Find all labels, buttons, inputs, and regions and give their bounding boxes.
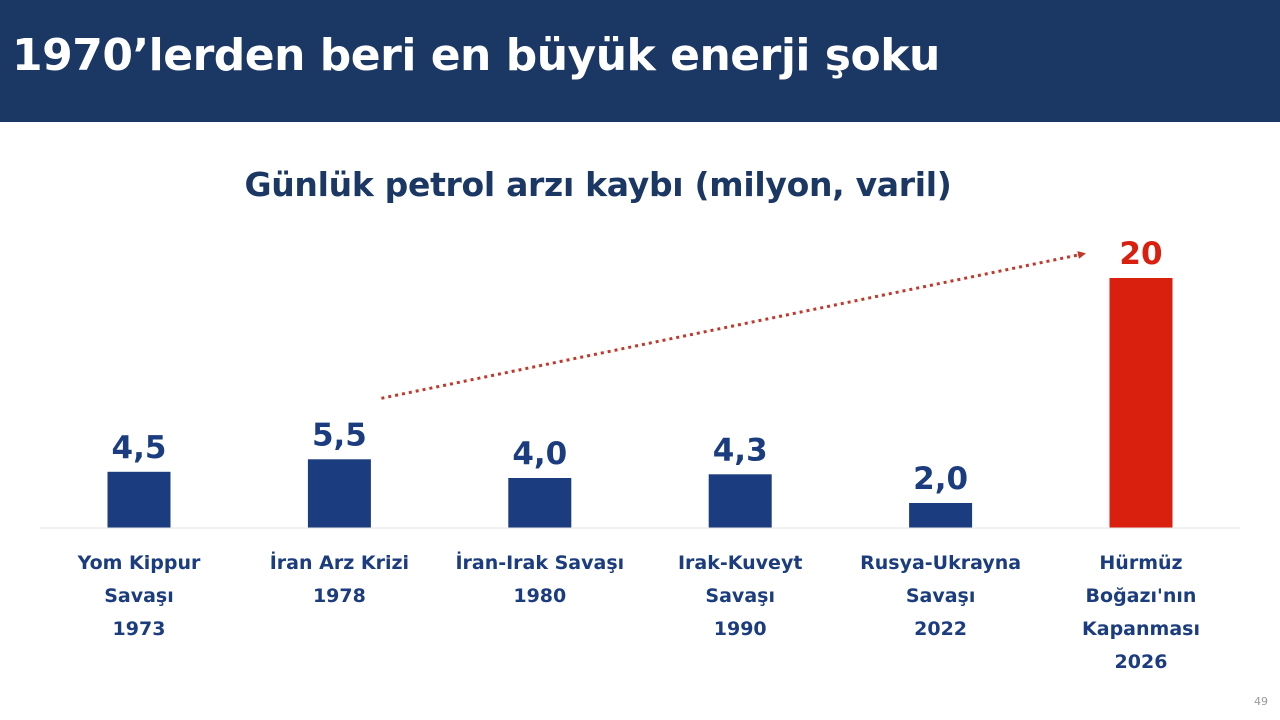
page-title: 1970’lerden beri en büyük enerji şoku bbox=[12, 30, 940, 81]
category-line: İran Arz Krizi bbox=[270, 550, 409, 574]
category-label-0: Yom Kippur Savaşı 1973 bbox=[77, 552, 201, 640]
category-line: Rusya-Ukrayna bbox=[860, 552, 1021, 574]
category-label-5: Hürmüz Boğazı'nın Kapanması 2026 bbox=[1082, 552, 1200, 673]
data-label-4: 2,0 bbox=[913, 461, 968, 497]
category-line: Savaşı bbox=[705, 585, 775, 607]
bar-5 bbox=[1109, 278, 1173, 528]
data-label-2: 4,0 bbox=[512, 436, 567, 472]
category-label-1: İran Arz Krizi 1978 bbox=[270, 550, 409, 607]
category-line: 1980 bbox=[513, 585, 566, 607]
category-line: 2026 bbox=[1115, 651, 1168, 673]
category-line: 2022 bbox=[914, 618, 967, 640]
category-line: Hürmüz bbox=[1099, 552, 1182, 574]
category-line: 1990 bbox=[714, 618, 767, 640]
category-line: Kapanması bbox=[1082, 618, 1200, 640]
category-line: Boğazı'nın bbox=[1086, 585, 1197, 607]
category-label-2: İran-Irak Savaşı 1980 bbox=[455, 550, 624, 607]
bar-4 bbox=[909, 503, 973, 528]
data-label-1: 5,5 bbox=[312, 417, 367, 453]
category-line: 1978 bbox=[313, 585, 366, 607]
category-line: İran-Irak Savaşı bbox=[455, 550, 624, 574]
data-label-5: 20 bbox=[1119, 236, 1162, 272]
category-line: Irak-Kuveyt bbox=[678, 552, 802, 574]
data-label-3: 4,3 bbox=[713, 432, 768, 468]
data-label-0: 4,5 bbox=[112, 430, 167, 466]
bar-2 bbox=[508, 478, 572, 528]
bar-3 bbox=[708, 474, 772, 529]
trend-arrow bbox=[381, 251, 1086, 400]
category-label-3: Irak-Kuveyt Savaşı 1990 bbox=[678, 552, 802, 640]
category-line: 1973 bbox=[113, 618, 166, 640]
category-line: Savaşı bbox=[104, 585, 174, 607]
bar-1 bbox=[307, 459, 371, 529]
bar-0 bbox=[107, 471, 171, 529]
category-label-4: Rusya-Ukrayna Savaşı 2022 bbox=[860, 552, 1021, 640]
category-line: Yom Kippur bbox=[77, 552, 201, 574]
category-line: Savaşı bbox=[906, 585, 976, 607]
chart-title: Günlük petrol arzı kaybı (milyon, varil) bbox=[244, 165, 952, 204]
header-bar: 1970’lerden beri en büyük enerji şoku bbox=[0, 0, 1280, 122]
page-number: 49 bbox=[1254, 695, 1268, 708]
